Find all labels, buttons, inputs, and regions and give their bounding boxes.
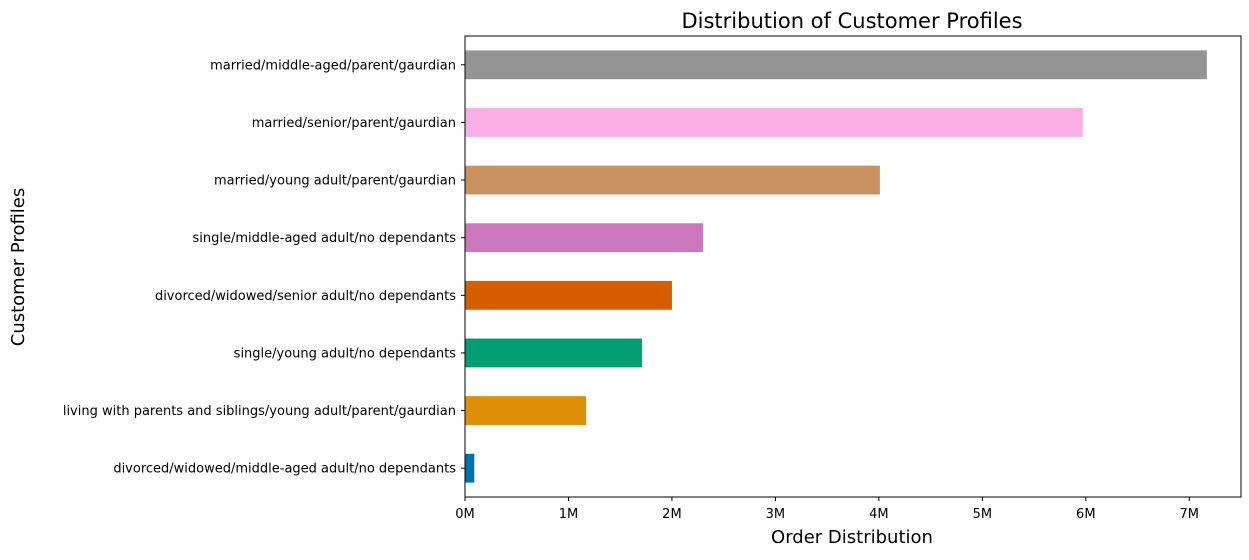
x-tick-label: 5M (973, 507, 993, 522)
bar-1 (465, 396, 587, 425)
y-axis-ticks: divorced/widowed/middle-aged adult/no de… (63, 58, 465, 477)
bar-2 (465, 338, 642, 368)
bar-0 (465, 453, 475, 483)
x-tick-label: 7M (1180, 507, 1200, 522)
x-axis-label: Order Distribution (771, 527, 933, 548)
y-tick-label: married/middle-aged/parent/gaurdian (210, 58, 456, 73)
x-axis-ticks: 0M 1M 2M 3M 4M 5M 6M 7M (455, 497, 1199, 522)
bars-layer (465, 50, 1207, 483)
y-tick-label: divorced/widowed/senior adult/no dependa… (155, 289, 456, 304)
x-tick-label: 4M (869, 507, 889, 522)
bar-6 (465, 108, 1083, 137)
x-tick-label: 3M (766, 507, 786, 522)
bar-7 (465, 50, 1207, 80)
bar-4 (465, 223, 703, 253)
y-tick-label: single/young adult/no dependants (234, 346, 457, 361)
y-axis-label: Customer Profiles (8, 188, 29, 347)
x-tick-label: 0M (455, 507, 475, 522)
x-tick-label: 1M (559, 507, 579, 522)
y-tick-label: living with parents and siblings/young a… (63, 404, 456, 419)
x-tick-label: 2M (662, 507, 682, 522)
y-tick-label: divorced/widowed/middle-aged adult/no de… (113, 462, 456, 477)
y-tick-label: married/young adult/parent/gaurdian (214, 174, 456, 189)
chart-title: Distribution of Customer Profiles (681, 9, 1022, 33)
y-tick-label: single/middle-aged adult/no dependants (193, 231, 457, 246)
plot-area-frame (464, 35, 1242, 498)
y-tick-label: married/senior/parent/gaurdian (252, 116, 456, 131)
x-tick-label: 6M (1076, 507, 1096, 522)
bar-5 (465, 165, 880, 195)
bar-3 (465, 280, 672, 310)
